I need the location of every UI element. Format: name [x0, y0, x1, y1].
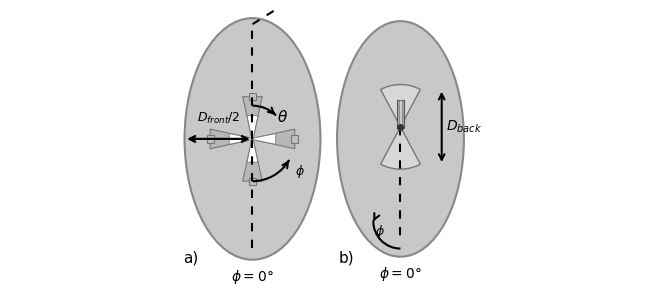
Text: $\phi$: $\phi$: [375, 223, 384, 240]
Text: a): a): [183, 251, 198, 266]
Ellipse shape: [184, 18, 320, 260]
Ellipse shape: [337, 21, 464, 257]
Bar: [291, 135, 298, 143]
Polygon shape: [210, 129, 249, 149]
Bar: [249, 178, 256, 185]
Polygon shape: [243, 142, 262, 181]
Polygon shape: [247, 139, 258, 162]
Text: $\phi=0°$: $\phi=0°$: [379, 265, 422, 283]
Bar: [249, 93, 256, 100]
Text: $D_{back}$: $D_{back}$: [446, 119, 482, 135]
Text: $D_{front}/2$: $D_{front}/2$: [197, 111, 240, 127]
Text: $\phi$: $\phi$: [295, 163, 304, 180]
Polygon shape: [247, 116, 258, 139]
Polygon shape: [380, 127, 420, 169]
Bar: [397, 100, 404, 127]
Text: b): b): [338, 251, 354, 266]
Text: $\phi=0°$: $\phi=0°$: [231, 268, 274, 286]
Polygon shape: [380, 85, 420, 127]
Bar: [207, 135, 214, 143]
Polygon shape: [256, 129, 295, 149]
Polygon shape: [253, 133, 276, 144]
Polygon shape: [243, 97, 262, 136]
Text: $\theta$: $\theta$: [277, 109, 288, 125]
Polygon shape: [229, 133, 253, 144]
Bar: [397, 125, 404, 128]
Bar: [399, 100, 402, 124]
